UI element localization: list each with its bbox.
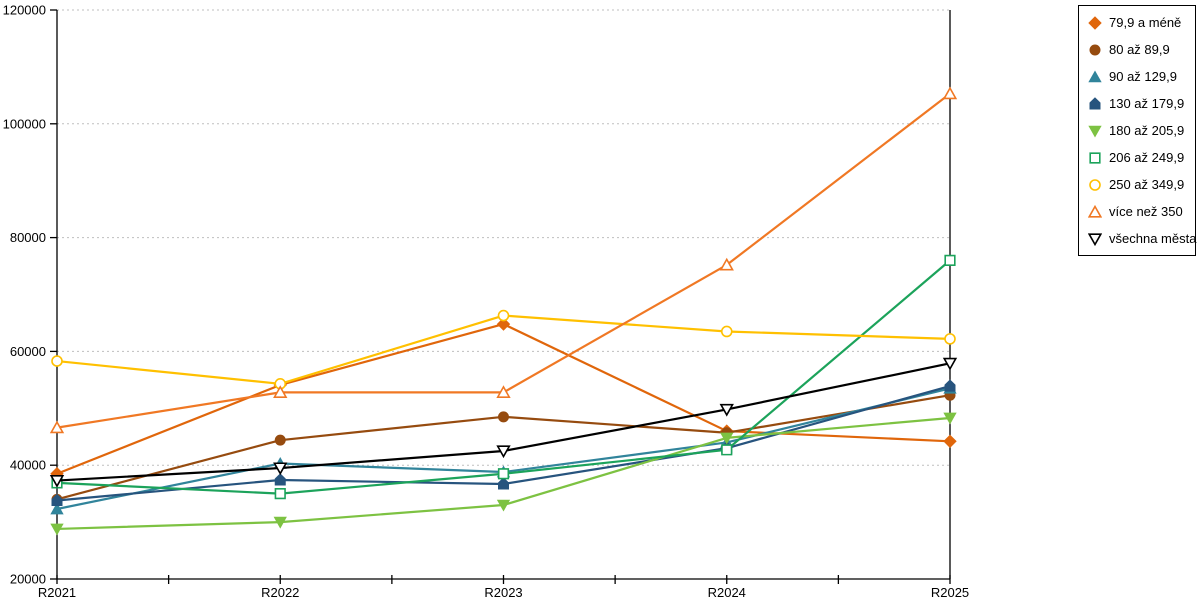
pentagon-marker bbox=[498, 477, 509, 490]
diamond-icon bbox=[1088, 15, 1102, 30]
square-open-icon bbox=[1089, 151, 1101, 164]
triangle-down-open-marker bbox=[1088, 232, 1102, 246]
triangle-down-marker bbox=[1088, 125, 1102, 138]
triangle-down-marker bbox=[50, 523, 64, 536]
series-4 bbox=[50, 412, 957, 536]
triangle-up-marker bbox=[1088, 69, 1102, 82]
series-5 bbox=[51, 254, 956, 500]
legend-label: 90 až 129,9 bbox=[1109, 69, 1177, 84]
x-tick-label: R2021 bbox=[38, 585, 76, 600]
legend-label: 79,9 a méně bbox=[1109, 15, 1182, 30]
triangle-up-open-marker bbox=[49, 420, 65, 434]
triangle-up-open-marker bbox=[942, 86, 958, 100]
legend-item-6: 250 až 349,9 bbox=[1088, 178, 1195, 192]
legend-item-2: 90 až 129,9 bbox=[1088, 69, 1195, 84]
triangle-up-open-marker bbox=[273, 385, 288, 398]
triangle-down-marker bbox=[720, 432, 734, 445]
legend-item-4: 180 až 205,9 bbox=[1088, 124, 1195, 138]
circle-open-marker bbox=[720, 325, 733, 338]
triangle-down-open-marker bbox=[49, 474, 65, 488]
series-line bbox=[56, 92, 951, 429]
triangle-up-open-marker bbox=[719, 257, 734, 271]
legend-label: 130 až 179,9 bbox=[1109, 96, 1185, 111]
triangle-up-open-marker bbox=[496, 385, 511, 398]
y-tick-label: 60000 bbox=[10, 344, 46, 359]
legend-label: 206 až 249,9 bbox=[1109, 150, 1185, 165]
y-tick-label: 120000 bbox=[3, 3, 46, 18]
series-6 bbox=[51, 309, 956, 390]
pentagon-marker bbox=[274, 473, 286, 486]
triangle-down-marker bbox=[496, 499, 511, 512]
circle-open-marker bbox=[51, 355, 63, 367]
legend-item-7: více než 350 bbox=[1088, 204, 1195, 219]
series-7 bbox=[49, 86, 958, 434]
legend-item-0: 79,9 a méně bbox=[1088, 15, 1195, 30]
circle-open-marker bbox=[497, 309, 510, 322]
diamond-marker bbox=[496, 317, 511, 331]
diamond-marker bbox=[943, 434, 957, 449]
legend-item-1: 80 až 89,9 bbox=[1088, 43, 1195, 57]
circle-marker bbox=[274, 434, 286, 446]
pentagon-marker bbox=[944, 379, 956, 392]
series-3 bbox=[51, 379, 956, 506]
legend-label: více než 350 bbox=[1109, 204, 1183, 219]
triangle-down-open-marker bbox=[942, 357, 958, 371]
square-open-marker bbox=[944, 254, 956, 266]
square-open-marker bbox=[721, 444, 733, 456]
chart-legend: 79,9 a méně 80 až 89,9 90 až 129,9 130 až 1… bbox=[1078, 5, 1196, 256]
series-line bbox=[56, 259, 951, 495]
triangle-down-open-icon bbox=[1088, 232, 1102, 246]
circle-open-marker bbox=[1089, 178, 1101, 191]
triangle-up-open-icon bbox=[1088, 204, 1102, 218]
legend-item-8: všechna města bbox=[1088, 231, 1197, 246]
series-8 bbox=[49, 357, 958, 488]
triangle-up-open-marker bbox=[1088, 204, 1102, 218]
x-tick-label: R2022 bbox=[261, 585, 299, 600]
circle-marker bbox=[1089, 44, 1101, 55]
pentagon-marker bbox=[51, 493, 63, 506]
y-tick-label: 80000 bbox=[10, 230, 46, 245]
triangle-down-open-marker bbox=[496, 445, 511, 459]
triangle-down-icon bbox=[1088, 125, 1102, 138]
circle-marker bbox=[498, 411, 509, 423]
legend-label: 80 až 89,9 bbox=[1109, 42, 1170, 57]
circle-open-icon bbox=[1089, 178, 1101, 191]
triangle-down-marker bbox=[273, 516, 287, 529]
pentagon-marker bbox=[1089, 96, 1101, 109]
triangle-up-icon bbox=[1088, 69, 1102, 82]
triangle-down-open-marker bbox=[719, 403, 734, 417]
square-open-marker bbox=[497, 468, 510, 480]
diamond-marker bbox=[1088, 15, 1102, 30]
legend-item-5: 206 až 249,9 bbox=[1088, 151, 1195, 165]
x-tick-label: R2024 bbox=[708, 585, 746, 600]
legend-label: 250 až 349,9 bbox=[1109, 177, 1185, 192]
y-tick-label: 40000 bbox=[10, 458, 46, 473]
circle-open-marker bbox=[944, 333, 956, 345]
legend-label: všechna města bbox=[1109, 231, 1197, 246]
legend-label: 180 až 205,9 bbox=[1109, 123, 1185, 138]
legend-item-3: 130 až 179,9 bbox=[1088, 96, 1195, 111]
y-tick-label: 100000 bbox=[3, 116, 46, 131]
x-tick-label: R2025 bbox=[931, 585, 969, 600]
triangle-up-marker bbox=[50, 502, 64, 515]
square-open-marker bbox=[274, 488, 286, 500]
x-tick-label: R2023 bbox=[484, 585, 522, 600]
triangle-down-open-marker bbox=[273, 462, 288, 476]
circle-icon bbox=[1089, 44, 1101, 55]
y-tick-label: 20000 bbox=[10, 572, 46, 587]
triangle-down-marker bbox=[943, 412, 957, 425]
pentagon-icon bbox=[1089, 96, 1101, 109]
square-open-marker bbox=[1089, 151, 1101, 164]
